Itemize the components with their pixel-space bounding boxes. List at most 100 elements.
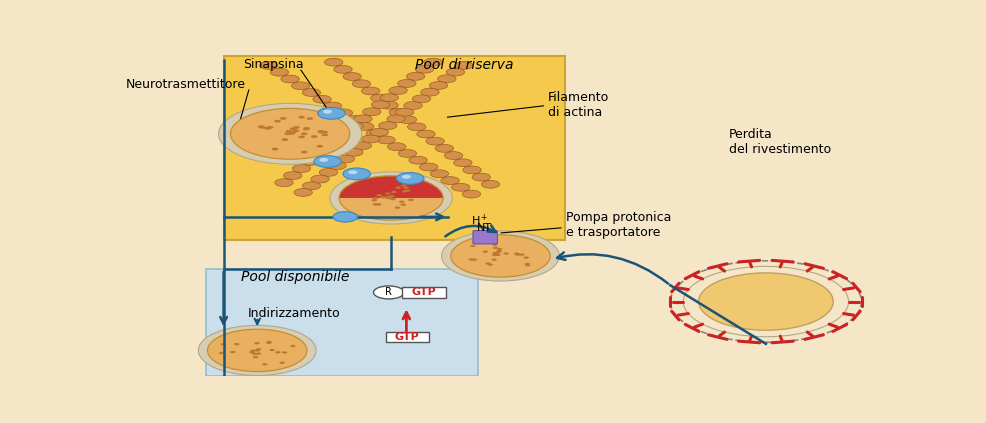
Circle shape	[430, 170, 448, 178]
Text: Indirizzamento: Indirizzamento	[247, 308, 339, 321]
Circle shape	[366, 129, 385, 137]
Circle shape	[398, 116, 416, 124]
Text: H$^+$: H$^+$	[471, 213, 488, 228]
Circle shape	[353, 142, 371, 150]
Circle shape	[289, 131, 296, 134]
Circle shape	[252, 356, 258, 358]
Circle shape	[282, 351, 287, 354]
Circle shape	[324, 58, 342, 66]
Circle shape	[221, 343, 226, 346]
Circle shape	[451, 235, 549, 277]
Circle shape	[390, 191, 396, 193]
Circle shape	[302, 88, 320, 96]
Circle shape	[307, 117, 313, 120]
Circle shape	[371, 101, 389, 109]
Circle shape	[298, 116, 305, 118]
Circle shape	[255, 348, 261, 351]
Circle shape	[388, 87, 407, 94]
Circle shape	[353, 115, 372, 123]
Text: Filamento
di actina: Filamento di actina	[547, 91, 608, 118]
FancyBboxPatch shape	[224, 56, 564, 240]
Circle shape	[321, 133, 327, 136]
Circle shape	[293, 126, 300, 129]
Circle shape	[380, 94, 398, 102]
Circle shape	[281, 138, 288, 141]
Circle shape	[376, 203, 382, 206]
Circle shape	[345, 122, 363, 130]
Circle shape	[327, 162, 346, 170]
Circle shape	[455, 61, 472, 69]
Circle shape	[313, 95, 331, 103]
Circle shape	[298, 136, 305, 138]
Circle shape	[495, 254, 500, 256]
Circle shape	[301, 157, 319, 165]
Circle shape	[370, 128, 388, 136]
Circle shape	[361, 87, 380, 95]
Circle shape	[271, 148, 278, 151]
Circle shape	[290, 345, 296, 347]
Circle shape	[323, 102, 341, 110]
Circle shape	[311, 175, 329, 183]
Circle shape	[403, 102, 422, 110]
Circle shape	[454, 159, 471, 167]
Circle shape	[503, 253, 509, 255]
Circle shape	[219, 352, 224, 354]
Circle shape	[314, 156, 341, 168]
Circle shape	[404, 190, 410, 192]
Circle shape	[280, 117, 286, 120]
Circle shape	[496, 250, 501, 253]
Circle shape	[437, 75, 456, 83]
Circle shape	[389, 198, 395, 201]
Circle shape	[395, 187, 400, 189]
Circle shape	[317, 131, 324, 134]
Circle shape	[302, 182, 320, 190]
Circle shape	[515, 253, 520, 256]
Circle shape	[317, 145, 322, 148]
Circle shape	[471, 258, 476, 261]
Circle shape	[401, 175, 410, 179]
Circle shape	[407, 123, 426, 131]
Circle shape	[303, 128, 309, 130]
Circle shape	[492, 247, 498, 249]
Circle shape	[311, 135, 317, 138]
Circle shape	[279, 362, 285, 364]
Circle shape	[373, 286, 403, 299]
Text: R: R	[385, 288, 391, 297]
Circle shape	[250, 349, 255, 352]
Circle shape	[402, 187, 408, 189]
Circle shape	[283, 172, 302, 179]
Circle shape	[294, 189, 312, 196]
Circle shape	[336, 155, 354, 163]
Circle shape	[523, 256, 528, 259]
Circle shape	[386, 197, 390, 199]
Circle shape	[274, 179, 293, 187]
Circle shape	[255, 352, 261, 355]
Circle shape	[342, 168, 370, 180]
Circle shape	[494, 251, 500, 254]
Circle shape	[266, 341, 271, 343]
Circle shape	[385, 192, 390, 195]
Circle shape	[284, 132, 291, 135]
Circle shape	[318, 143, 336, 151]
FancyBboxPatch shape	[401, 287, 446, 298]
Circle shape	[281, 75, 299, 83]
Circle shape	[424, 58, 442, 66]
Circle shape	[319, 168, 337, 176]
Circle shape	[380, 102, 397, 109]
Circle shape	[318, 158, 328, 162]
Circle shape	[492, 254, 497, 256]
Circle shape	[525, 264, 529, 266]
Circle shape	[257, 125, 264, 128]
Circle shape	[344, 115, 363, 124]
Wedge shape	[339, 198, 443, 220]
Circle shape	[525, 263, 529, 265]
Wedge shape	[339, 176, 443, 198]
Circle shape	[262, 363, 267, 365]
Circle shape	[361, 135, 380, 143]
Circle shape	[388, 109, 407, 116]
Circle shape	[407, 199, 413, 201]
Circle shape	[322, 110, 331, 114]
Circle shape	[406, 72, 424, 80]
Circle shape	[290, 127, 296, 130]
Circle shape	[301, 151, 308, 154]
